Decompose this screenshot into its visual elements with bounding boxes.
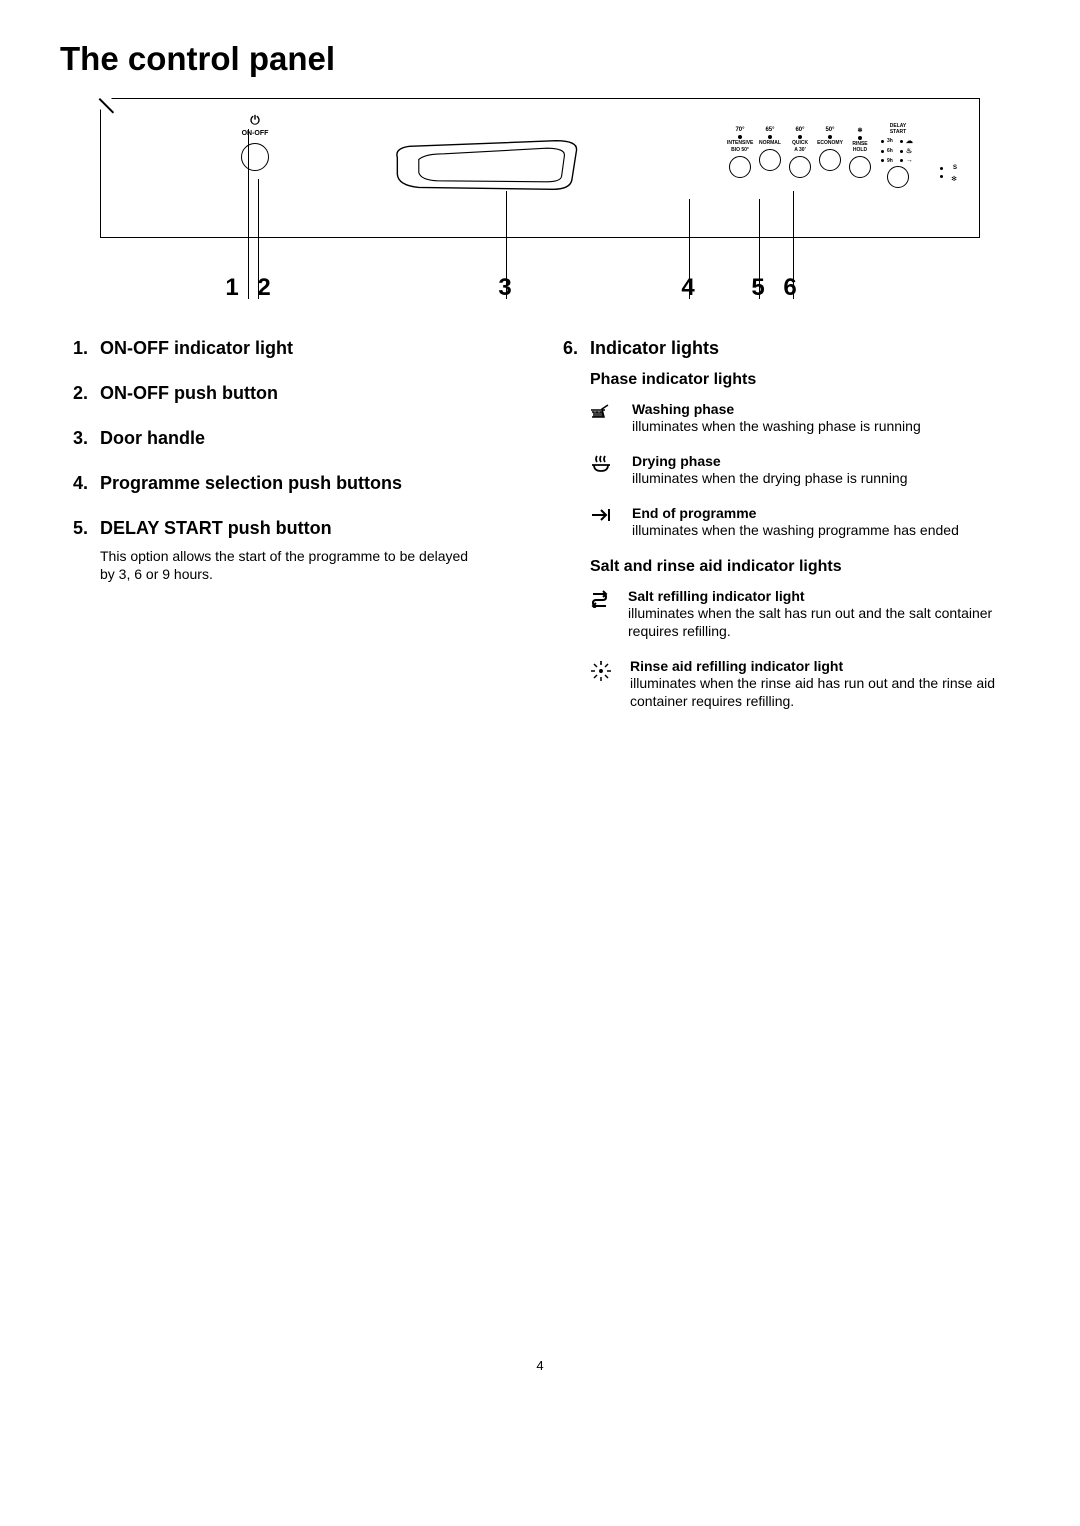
programme-buttons: 70° INTENSIVE BIO 50° 65° NORMAL 60° QUI… <box>727 127 873 178</box>
end-of-programme: End of programme illuminates when the wa… <box>590 505 1020 539</box>
prog-normal: 65° NORMAL <box>757 127 783 178</box>
callout-6: 6 <box>783 274 796 302</box>
phase-heading: Phase indicator lights <box>590 371 1020 389</box>
callout-2: 2 <box>257 274 270 302</box>
item-4: 4. Programme selection push buttons <box>60 473 530 494</box>
prog-button <box>729 156 751 178</box>
item-1: 1. ON-OFF indicator light <box>60 338 530 359</box>
washing-phase-icon <box>590 401 614 435</box>
salt-s-icon: S <box>953 165 957 171</box>
prog-quick: 60° QUICK A 30' <box>787 127 813 178</box>
drying-phase-icon <box>590 453 614 487</box>
power-section: ⏻ ON-OFF <box>241 113 269 171</box>
drying-phase: Drying phase illuminates when the drying… <box>590 453 1020 487</box>
power-icon: ⏻ <box>241 113 269 128</box>
door-handle <box>391 137 581 193</box>
on-off-button <box>241 143 269 171</box>
callout-4: 4 <box>681 274 694 302</box>
end-icon <box>590 505 614 539</box>
salt-heading: Salt and rinse aid indicator lights <box>590 558 1020 576</box>
control-panel-diagram: ⏻ ON-OFF 70° INTENSIVE BIO 50° 65° NORMA… <box>100 98 980 308</box>
prog-button <box>759 149 781 171</box>
rinse-aid-indicator: Rinse aid refilling indicator light illu… <box>590 658 1020 710</box>
delay-start-button <box>887 166 909 188</box>
item-5: 5. DELAY START push button This option a… <box>60 518 530 583</box>
callout-1: 1 <box>225 274 238 302</box>
salt-icon <box>590 588 610 640</box>
prog-button <box>849 156 871 178</box>
callout-5: 5 <box>751 274 764 302</box>
item-6: 6. Indicator lights Phase indicator ligh… <box>550 338 1020 728</box>
prog-intensive: 70° INTENSIVE BIO 50° <box>727 127 753 178</box>
prog-economy: 50° ECONOMY <box>817 127 843 178</box>
prog-button <box>789 156 811 178</box>
item-3: 3. Door handle <box>60 428 530 449</box>
item-2: 2. ON-OFF push button <box>60 383 530 404</box>
on-off-label: ON-OFF <box>241 130 269 137</box>
salt-indicator: Salt refilling indicator light illuminat… <box>590 588 1020 640</box>
callout-3: 3 <box>498 274 511 302</box>
washing-phase: Washing phase illuminates when the washi… <box>590 401 1020 435</box>
page-number: 4 <box>60 1358 1020 1373</box>
rinse-aid-icon <box>590 658 612 710</box>
delay-start-section: DELAY START 3h☁ 6h♨ 9h→ <box>881 123 915 188</box>
rinse-star-icon: ✻ <box>951 175 957 183</box>
prog-rinse-hold: ✻ RINSE HOLD <box>847 127 873 178</box>
prog-button <box>819 149 841 171</box>
page-title: The control panel <box>60 40 1020 78</box>
